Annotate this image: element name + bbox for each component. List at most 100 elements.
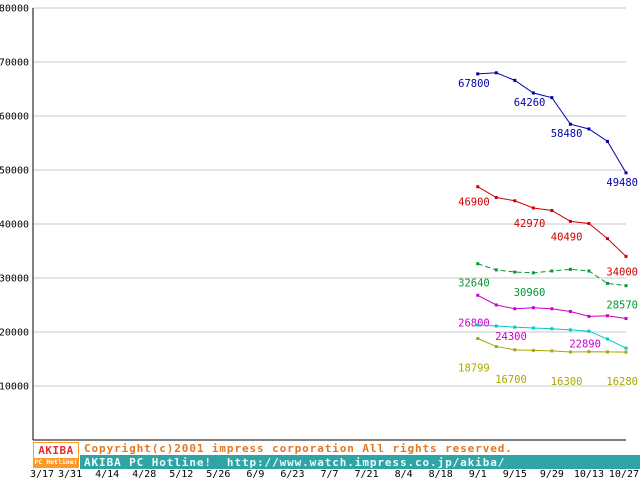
series-2-red-value-label: 42970 xyxy=(514,218,546,230)
akiba-logo-text: AKIBA xyxy=(38,444,74,457)
series-1-blue-point xyxy=(476,72,480,76)
series-1-blue-point xyxy=(605,139,609,143)
series-6-olive-point xyxy=(531,348,535,352)
x-tick-label: 8/4 xyxy=(395,469,413,480)
series-4-magenta-point xyxy=(476,293,480,297)
series-3-green-point xyxy=(624,284,628,288)
series-5-cyan-point xyxy=(531,326,535,330)
series-6-olive-point xyxy=(624,350,628,354)
site-url-bar: AKIBA PC Hotline! http://www.watch.impre… xyxy=(80,455,640,469)
y-tick-label: 20000 xyxy=(0,328,29,339)
x-tick-label: 3/31 xyxy=(58,469,82,480)
series-5-cyan-point xyxy=(476,323,480,327)
series-3-green-line xyxy=(477,263,627,287)
x-tick-label: 6/9 xyxy=(246,469,264,480)
x-tick-label: 4/28 xyxy=(132,469,156,480)
series-6-olive-point xyxy=(568,350,572,354)
series-6-olive-point xyxy=(587,350,591,354)
series-3-green-point xyxy=(531,271,535,275)
series-4-magenta-point xyxy=(605,314,609,318)
series-4-magenta-value-label: 26800 xyxy=(458,317,490,329)
y-tick-label: 10000 xyxy=(0,382,29,393)
series-5-cyan-point xyxy=(587,329,591,333)
series-4-magenta-point xyxy=(494,303,498,307)
series-3-green-value-label: 32640 xyxy=(458,278,490,290)
series-1-blue-value-label: 58480 xyxy=(551,128,583,140)
series-3-green-point xyxy=(513,270,517,274)
series-1-blue-value-label: 67800 xyxy=(458,78,490,90)
series-2-red-value-label: 34000 xyxy=(606,266,638,278)
x-tick-label: 8/18 xyxy=(429,469,453,480)
x-tick-label: 10/13 xyxy=(574,469,604,480)
series-1-blue-line xyxy=(477,72,627,174)
series-3-green-point xyxy=(476,262,480,266)
x-tick-label: 10/27 xyxy=(609,469,639,480)
x-tick-label: 5/12 xyxy=(169,469,193,480)
series-5-cyan-point xyxy=(550,327,554,331)
y-tick-label: 40000 xyxy=(0,220,29,231)
series-2-red-value-label: 40490 xyxy=(551,231,583,243)
series-4-magenta-point xyxy=(513,307,517,311)
series-1-blue-point xyxy=(531,91,535,95)
y-tick-label: 80000 xyxy=(0,4,29,15)
x-tick-label: 6/23 xyxy=(280,469,304,480)
series-5-cyan-point xyxy=(605,337,609,341)
y-tick-label: 70000 xyxy=(0,58,29,69)
series-3-green-point xyxy=(494,268,498,272)
series-2-red-point xyxy=(531,206,535,210)
x-tick-label: 5/26 xyxy=(206,469,230,480)
series-3-green-value-label: 28570 xyxy=(606,300,638,312)
y-tick-label: 60000 xyxy=(0,112,29,123)
series-5-cyan-point xyxy=(624,346,628,350)
series-4-magenta-line xyxy=(477,294,627,319)
copyright-text: Copyright(c)2001 impress corporation All… xyxy=(84,442,513,455)
series-1-blue-point xyxy=(624,171,628,175)
series-5-cyan-point xyxy=(494,324,498,328)
series-6-olive-value-label: 18799 xyxy=(458,362,490,374)
series-6-olive-value-label: 16300 xyxy=(551,376,583,388)
series-2-red-point xyxy=(476,185,480,189)
series-1-blue-value-label: 64260 xyxy=(514,97,546,109)
series-1-blue-point xyxy=(513,78,517,82)
series-4-magenta-point xyxy=(531,306,535,310)
series-1-blue-point xyxy=(494,71,498,75)
series-6-olive-value-label: 16280 xyxy=(606,376,638,388)
series-2-red-line xyxy=(477,186,627,257)
x-tick-label: 7/7 xyxy=(320,469,338,480)
y-tick-label: 50000 xyxy=(0,166,29,177)
series-4-magenta-point xyxy=(587,314,591,318)
series-6-olive-point xyxy=(550,349,554,353)
series-3-green-point xyxy=(550,269,554,273)
series-3-green-point xyxy=(587,269,591,273)
series-2-red-point xyxy=(587,221,591,225)
series-3-green-value-label: 30960 xyxy=(514,287,546,299)
series-4-magenta-point xyxy=(624,317,628,320)
series-6-olive-value-label: 16700 xyxy=(495,374,527,386)
x-tick-label: 9/29 xyxy=(540,469,564,480)
x-tick-label: 7/21 xyxy=(355,469,379,480)
series-1-blue-point xyxy=(587,127,591,131)
x-tick-label: 4/14 xyxy=(95,469,119,480)
series-4-magenta-point xyxy=(550,307,554,311)
series-2-red-value-label: 46900 xyxy=(458,197,490,209)
series-1-blue-point xyxy=(568,122,572,126)
series-3-green-point xyxy=(568,267,572,271)
series-6-olive-point xyxy=(513,348,517,352)
series-2-red-point xyxy=(568,219,572,223)
series-3-green-point xyxy=(605,281,609,285)
series-2-red-point xyxy=(624,254,628,258)
series-1-blue-value-label: 49480 xyxy=(606,177,638,189)
series-6-olive-point xyxy=(605,350,609,354)
series-2-red-point xyxy=(605,237,609,241)
akiba-logo: AKIBA PC Hotline! xyxy=(33,442,79,468)
akiba-logo-subtext: PC Hotline! xyxy=(34,458,78,467)
series-4-magenta-value-label: 24300 xyxy=(495,331,527,343)
x-tick-label: 9/15 xyxy=(503,469,527,480)
series-2-red-point xyxy=(550,209,554,212)
x-tick-label: 3/17 xyxy=(30,469,54,480)
site-url-text: AKIBA PC Hotline! http://www.watch.impre… xyxy=(84,456,506,469)
series-5-cyan-point xyxy=(513,325,517,329)
series-2-red-point xyxy=(513,199,517,203)
